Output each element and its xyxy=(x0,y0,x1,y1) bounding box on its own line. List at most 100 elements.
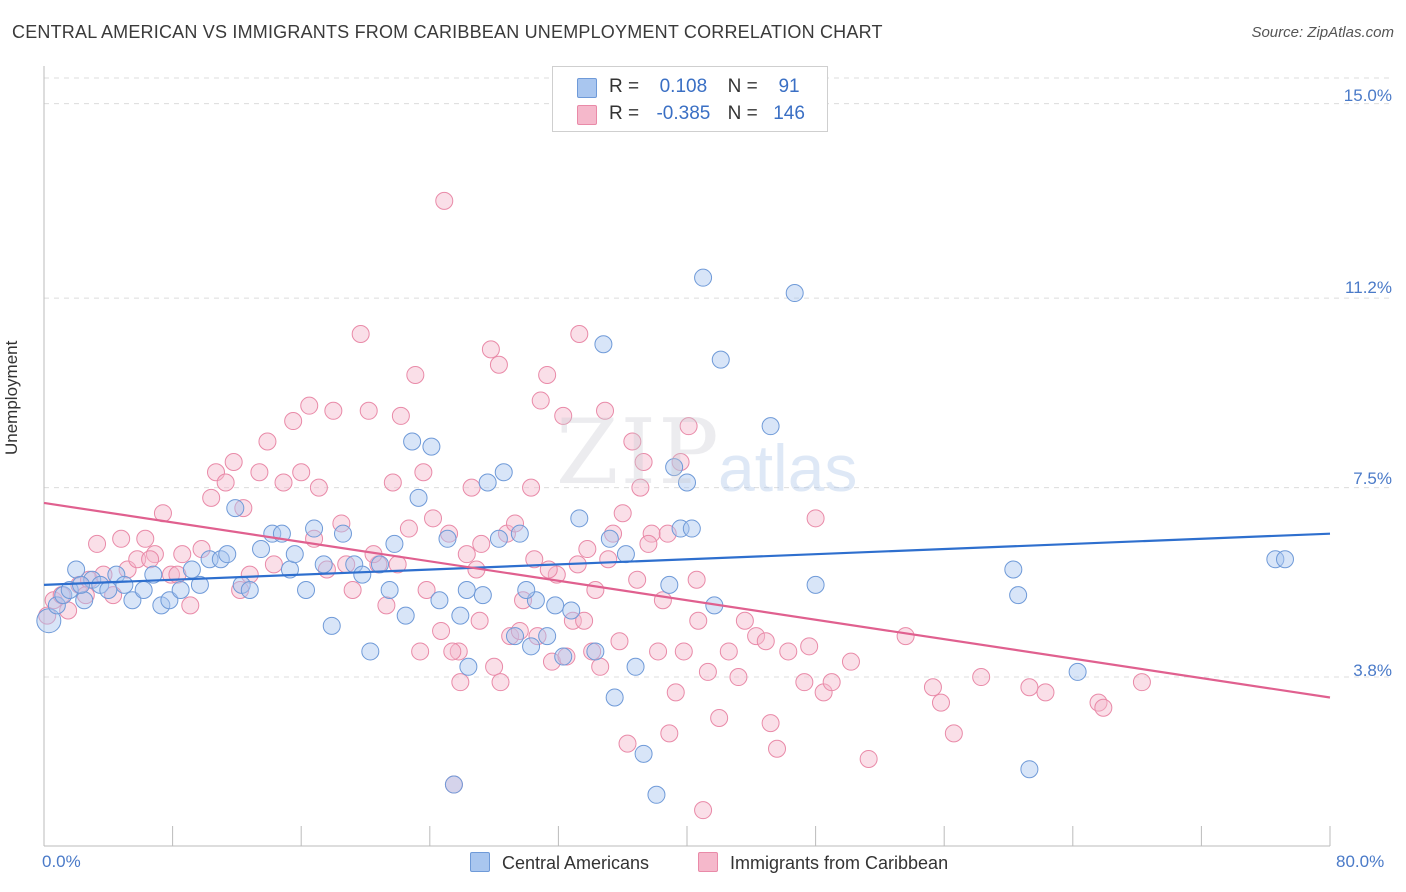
caribbean-point xyxy=(309,478,328,497)
central-american-point xyxy=(605,688,624,707)
central-american-point xyxy=(226,499,245,518)
legend-n-label: N = xyxy=(727,76,758,97)
caribbean-point xyxy=(578,540,597,559)
central-american-point xyxy=(616,545,635,564)
caribbean-point xyxy=(216,473,235,492)
caribbean-point xyxy=(554,406,573,425)
central-american-point xyxy=(626,657,645,676)
central-american-point xyxy=(115,575,134,594)
caribbean-point xyxy=(822,673,841,692)
caribbean-point xyxy=(128,550,147,569)
caribbean-point xyxy=(779,642,798,661)
central-american-point xyxy=(647,785,666,804)
legend-r-label: R = xyxy=(609,76,640,97)
central-american-point xyxy=(562,601,581,620)
central-american-point xyxy=(403,432,422,451)
central-american-point xyxy=(353,565,372,584)
caribbean-point xyxy=(443,642,462,661)
caribbean-point xyxy=(674,642,693,661)
y-axis-label: Unemployment xyxy=(2,340,21,455)
caribbean-point xyxy=(806,509,825,528)
caribbean-point xyxy=(411,642,430,661)
central-american-point xyxy=(522,637,541,656)
central-american-point xyxy=(385,534,404,553)
bottom-legend-central-americans: Central Americans xyxy=(470,852,649,874)
caribbean-point xyxy=(944,724,963,743)
caribbean-point xyxy=(768,739,787,758)
caribbean-point xyxy=(324,401,343,420)
trend-line-central-americans xyxy=(43,532,1331,586)
caribbean-point xyxy=(451,673,470,692)
caribbean-point xyxy=(618,734,637,753)
central-american-point xyxy=(489,529,508,548)
central-american-point xyxy=(218,545,237,564)
central-american-point xyxy=(171,581,190,599)
caribbean-point xyxy=(470,611,489,630)
caribbean-point xyxy=(449,642,468,661)
caribbean-point xyxy=(424,509,443,528)
y-tick-label: 7.5% xyxy=(1353,469,1392,488)
central-american-point xyxy=(240,581,259,599)
caribbean-point xyxy=(604,524,623,543)
central-american-point xyxy=(182,560,201,579)
caribbean-point xyxy=(522,478,541,497)
caribbean-point xyxy=(491,673,510,692)
caribbean-point xyxy=(1132,673,1151,692)
caribbean-point xyxy=(931,693,950,712)
central-american-point xyxy=(594,335,613,354)
central-american-point xyxy=(144,565,163,584)
caribbean-point xyxy=(359,401,378,420)
caribbean-point xyxy=(570,325,589,343)
caribbean-point xyxy=(104,586,123,605)
caribbean-point xyxy=(710,709,729,727)
caribbean-point xyxy=(660,724,679,743)
central-american-point xyxy=(678,473,696,492)
caribbean-point xyxy=(747,627,766,646)
central-american-point xyxy=(1068,662,1087,681)
central-american-point xyxy=(473,586,492,605)
central-american-point xyxy=(457,581,476,599)
correlation-legend: R = 0.108 N = 91 R = -0.385 N = 146 xyxy=(552,66,828,132)
caribbean-point xyxy=(300,396,319,415)
central-american-point xyxy=(554,647,573,666)
central-american-point xyxy=(361,642,380,661)
caribbean-point xyxy=(406,365,425,384)
central-american-point xyxy=(586,642,605,661)
central-american-point xyxy=(305,519,324,538)
caribbean-point xyxy=(972,668,991,687)
caribbean-point xyxy=(258,432,277,451)
central-american-point xyxy=(505,627,524,646)
central-american-point xyxy=(478,473,497,492)
series-caribbean-points xyxy=(38,191,1151,820)
central-american-point xyxy=(322,616,341,635)
legend-r-label: R = xyxy=(609,103,640,124)
central-american-point xyxy=(711,350,730,369)
bottom-legend-label: Central Americans xyxy=(502,853,650,873)
caribbean-point xyxy=(145,545,164,564)
caribbean-point xyxy=(859,749,878,768)
bottom-legend-swatch-pink xyxy=(698,852,718,872)
caribbean-point xyxy=(489,355,508,374)
caribbean-point xyxy=(719,642,738,661)
central-american-point xyxy=(67,560,86,579)
caribbean-point xyxy=(756,632,775,651)
x-tick-label: 80.0% xyxy=(1336,852,1385,871)
y-tick-label: 3.8% xyxy=(1353,661,1392,680)
central-american-point xyxy=(396,606,415,625)
trend-lines xyxy=(43,501,1331,699)
central-american-point xyxy=(99,581,118,599)
central-american-point xyxy=(1020,760,1039,779)
caribbean-point xyxy=(525,550,544,569)
central-american-point xyxy=(422,437,441,456)
central-american-point xyxy=(409,488,428,507)
caribbean-point xyxy=(634,453,653,471)
caribbean-point xyxy=(642,524,661,543)
caribbean-point xyxy=(610,632,629,651)
caribbean-point xyxy=(591,657,610,676)
central-american-point xyxy=(285,545,304,564)
caribbean-point xyxy=(649,642,668,661)
central-american-point xyxy=(806,575,825,594)
trend-line-caribbean xyxy=(43,501,1331,699)
caribbean-point xyxy=(653,591,672,610)
